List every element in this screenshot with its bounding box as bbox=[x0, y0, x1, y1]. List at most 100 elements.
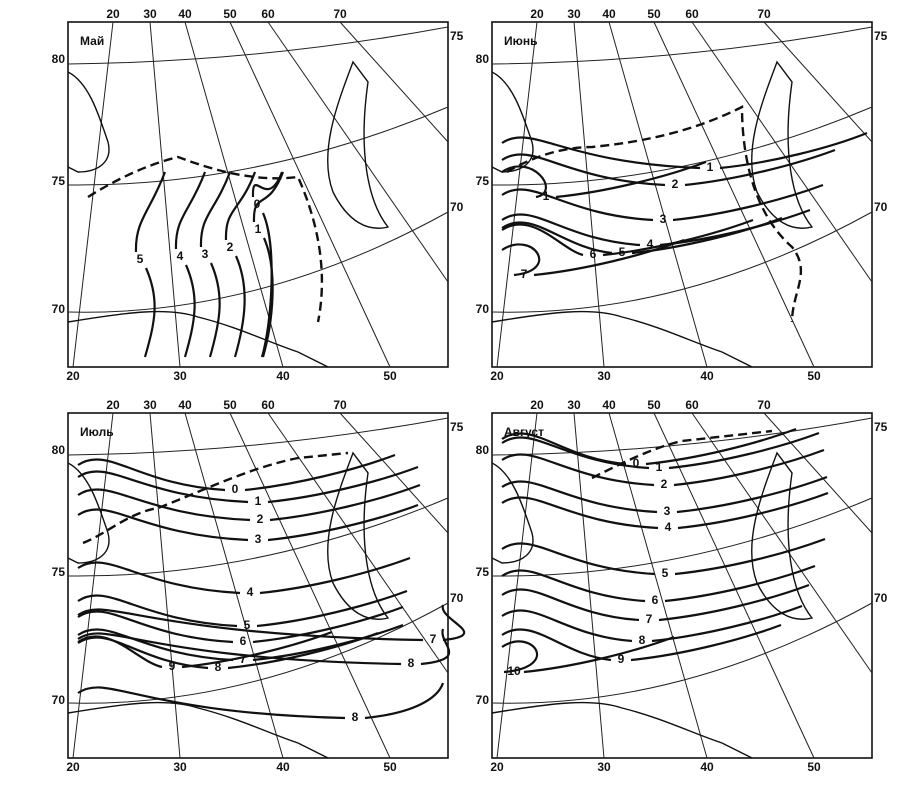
longitude-label: 40 bbox=[700, 369, 714, 383]
meridian bbox=[496, 21, 538, 368]
isotherm-label: 4 bbox=[177, 249, 184, 263]
longitude-label: 20 bbox=[490, 369, 504, 383]
longitude-label: 30 bbox=[173, 369, 187, 383]
longitude-label: 30 bbox=[597, 369, 611, 383]
isotherm bbox=[501, 431, 820, 470]
isotherm bbox=[501, 537, 826, 576]
latitude-label: 75 bbox=[476, 174, 490, 188]
isotherm bbox=[77, 465, 419, 504]
isotherm bbox=[77, 604, 466, 642]
isotherm bbox=[501, 623, 782, 662]
isotherm-label: 2 bbox=[257, 512, 264, 526]
meridian bbox=[653, 21, 815, 368]
latitude-label: 80 bbox=[476, 52, 490, 66]
latitude-label: 75 bbox=[874, 420, 888, 434]
map-panel: 0 1 2 3 4 56 789 10 Август 20 30 40 50 60 70 20 30 40 50 80… bbox=[476, 398, 888, 774]
longitude-label: 60 bbox=[261, 398, 275, 412]
longitude-label: 50 bbox=[383, 369, 397, 383]
isotherm-label: 5 bbox=[137, 252, 144, 266]
longitude-label: 50 bbox=[647, 7, 661, 21]
panel-title: Август bbox=[504, 425, 544, 439]
isotherm bbox=[501, 475, 828, 514]
parallel bbox=[67, 106, 449, 186]
coastline bbox=[750, 451, 814, 620]
meridian bbox=[608, 21, 708, 368]
isotherm bbox=[251, 171, 284, 358]
longitude-label: 70 bbox=[757, 398, 771, 412]
ice-edge bbox=[506, 105, 803, 323]
longitude-label: 40 bbox=[276, 760, 290, 774]
parallel bbox=[491, 497, 873, 577]
isotherm bbox=[501, 448, 825, 487]
coastline bbox=[491, 462, 534, 564]
parallel bbox=[67, 417, 449, 456]
isotherm-label: 2 bbox=[672, 177, 679, 191]
parallel bbox=[67, 26, 449, 65]
meridian bbox=[691, 21, 873, 283]
meridian bbox=[496, 412, 538, 759]
meridian bbox=[573, 21, 605, 368]
latitude-label: 75 bbox=[52, 565, 66, 579]
coastline bbox=[326, 60, 390, 229]
longitude-label: 20 bbox=[530, 398, 544, 412]
isotherm-label: 7 bbox=[240, 652, 247, 666]
isotherm-label: 2 bbox=[661, 477, 668, 491]
isotherm-label: 3 bbox=[664, 504, 671, 518]
longitude-label: 40 bbox=[276, 369, 290, 383]
map-panel: 0 1 2 3 4 5 6 7 8 9 7 8 8 Июль 20 30 40 50 60 70 20 30 40 50 80 7… bbox=[52, 398, 466, 774]
meridian bbox=[72, 412, 114, 759]
isotherm bbox=[501, 635, 675, 674]
latitude-label: 70 bbox=[450, 200, 464, 214]
latitude-label: 70 bbox=[450, 591, 464, 605]
panel-frame bbox=[67, 21, 449, 368]
isotherm-label: 7 bbox=[521, 267, 528, 281]
isotherm-label: 4 bbox=[647, 237, 654, 251]
isotherm bbox=[252, 171, 285, 358]
isotherm-label: 6 bbox=[652, 593, 659, 607]
longitude-label: 70 bbox=[333, 7, 347, 21]
latitude-label: 80 bbox=[52, 52, 66, 66]
meridian bbox=[149, 412, 181, 759]
meridian bbox=[339, 21, 449, 143]
isotherm-label: 7 bbox=[430, 632, 437, 646]
longitude-label: 40 bbox=[178, 398, 192, 412]
meridian bbox=[763, 412, 873, 534]
meridian bbox=[184, 412, 284, 759]
isotherm-label: 6 bbox=[240, 634, 247, 648]
latitude-label: 75 bbox=[874, 29, 888, 43]
longitude-label: 20 bbox=[490, 760, 504, 774]
longitude-label: 50 bbox=[647, 398, 661, 412]
parallel bbox=[491, 602, 873, 704]
longitude-label: 40 bbox=[178, 7, 192, 21]
isotherm bbox=[77, 589, 408, 628]
meridian bbox=[267, 21, 449, 283]
isotherm bbox=[501, 564, 816, 603]
latitude-label: 70 bbox=[874, 200, 888, 214]
longitude-label: 60 bbox=[685, 398, 699, 412]
longitude-label: 50 bbox=[807, 369, 821, 383]
isotherm-label: 1 bbox=[707, 160, 714, 174]
isotherm-label: 5 bbox=[244, 618, 251, 632]
isotherm bbox=[501, 208, 811, 247]
isotherm-label: 9 bbox=[618, 652, 625, 666]
longitude-label: 20 bbox=[106, 7, 120, 21]
isotherm-label: 0 bbox=[633, 456, 640, 470]
coastline bbox=[491, 701, 753, 759]
longitude-label: 50 bbox=[383, 760, 397, 774]
isotherm-label: 3 bbox=[202, 247, 209, 261]
coastline bbox=[67, 310, 329, 368]
longitude-label: 30 bbox=[143, 398, 157, 412]
longitude-label: 20 bbox=[66, 369, 80, 383]
longitude-label: 50 bbox=[223, 7, 237, 21]
panel-title: Июнь bbox=[504, 34, 538, 48]
panel-frame bbox=[491, 412, 873, 759]
longitude-label: 70 bbox=[333, 398, 347, 412]
coastline bbox=[326, 451, 390, 620]
latitude-label: 70 bbox=[476, 693, 490, 707]
isotherm bbox=[174, 171, 207, 358]
ice-edge bbox=[82, 451, 349, 545]
isotherm-label: 4 bbox=[665, 520, 672, 534]
isotherm bbox=[77, 605, 404, 644]
